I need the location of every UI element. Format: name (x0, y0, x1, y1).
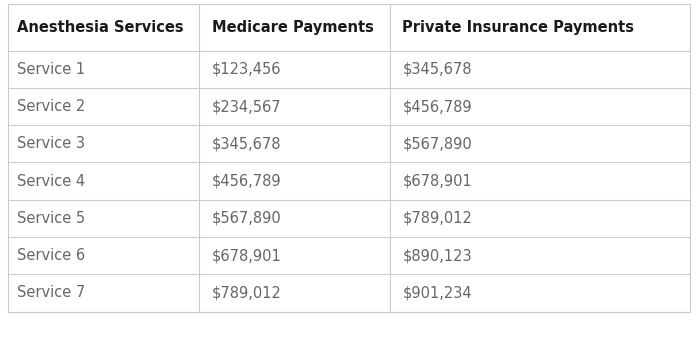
Text: $789,012: $789,012 (211, 285, 281, 300)
Text: $456,789: $456,789 (403, 99, 472, 114)
Text: $678,901: $678,901 (403, 174, 472, 189)
Text: $678,901: $678,901 (211, 248, 281, 263)
Text: Medicare Payments: Medicare Payments (211, 20, 373, 35)
Text: Anesthesia Services: Anesthesia Services (17, 20, 184, 35)
Text: Service 6: Service 6 (17, 248, 85, 263)
Text: Private Insurance Payments: Private Insurance Payments (403, 20, 634, 35)
Text: $890,123: $890,123 (403, 248, 472, 263)
Text: Service 4: Service 4 (17, 174, 85, 189)
Text: Service 7: Service 7 (17, 285, 85, 300)
Text: $234,567: $234,567 (211, 99, 281, 114)
Text: Service 3: Service 3 (17, 136, 84, 151)
Text: $456,789: $456,789 (211, 174, 281, 189)
Text: $123,456: $123,456 (211, 62, 281, 77)
Text: $345,678: $345,678 (403, 62, 472, 77)
Text: $789,012: $789,012 (403, 211, 473, 226)
Text: $345,678: $345,678 (211, 136, 281, 151)
Text: Service 2: Service 2 (17, 99, 85, 114)
Text: $567,890: $567,890 (211, 211, 281, 226)
Text: $567,890: $567,890 (403, 136, 472, 151)
Text: Service 5: Service 5 (17, 211, 85, 226)
Text: $901,234: $901,234 (403, 285, 472, 300)
Text: Service 1: Service 1 (17, 62, 85, 77)
